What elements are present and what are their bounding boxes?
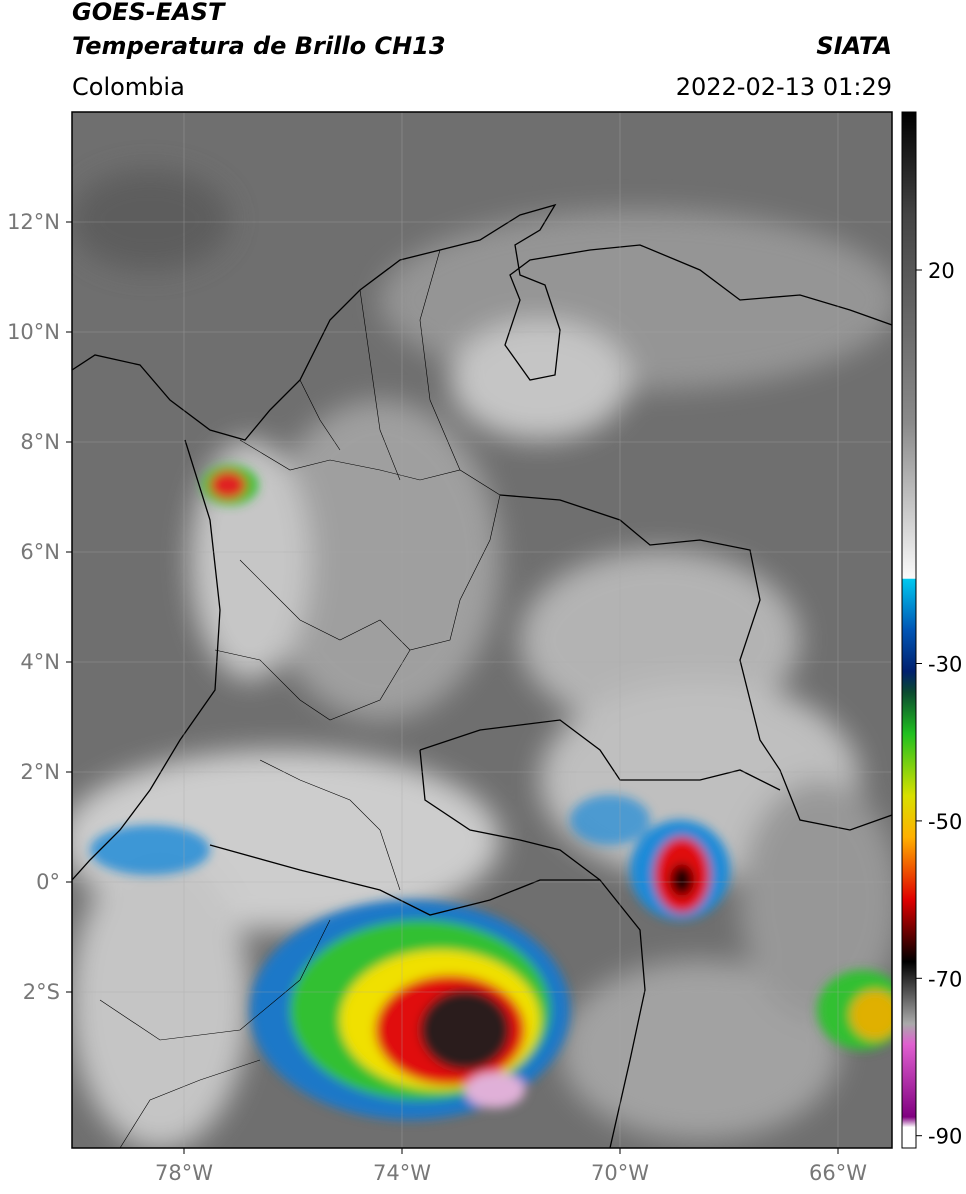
lat-tick-label: 2°S	[23, 980, 60, 1004]
lat-tick-label: 12°N	[7, 210, 60, 234]
axes: 12°N 10°N 8°N 6°N 4°N 2°N 0° 2°S 78°W 74°W 70°W 66°…	[7, 210, 962, 1185]
lat-tick-label: 6°N	[20, 540, 60, 564]
lat-tick-label: 2°N	[20, 760, 60, 784]
colorbar-tick-label: -50	[928, 810, 962, 834]
title: GOES-EAST	[72, 0, 226, 26]
lon-tick-label: 66°W	[809, 1161, 867, 1185]
datetime: 2022-02-13 01:29	[676, 73, 892, 101]
source: SIATA	[816, 32, 892, 60]
lat-tick-label: 8°N	[20, 430, 60, 454]
graticule	[72, 112, 892, 1148]
satellite-image	[72, 112, 892, 1148]
colorbar-tick-label: -70	[928, 967, 962, 991]
map-frame	[71, 111, 893, 1149]
subtitle: Temperatura de Brillo CH13	[72, 32, 446, 60]
lat-tick-label: 0°	[36, 870, 60, 894]
region: Colombia	[72, 73, 185, 101]
colorbar-tick-label: -30	[928, 653, 962, 677]
lat-tick-label: 4°N	[20, 650, 60, 674]
lon-tick-label: 78°W	[155, 1161, 213, 1185]
colorbar-tick-label: 20	[928, 259, 955, 283]
lat-tick-label: 10°N	[7, 320, 60, 344]
colorbar-tick-label: -90	[928, 1125, 962, 1149]
lon-tick-label: 74°W	[373, 1161, 431, 1185]
colorbar	[901, 111, 917, 1149]
lon-tick-label: 70°W	[591, 1161, 649, 1185]
